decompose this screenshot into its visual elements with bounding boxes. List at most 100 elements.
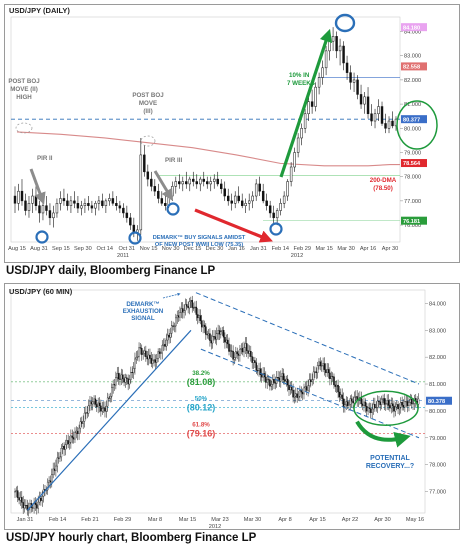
candle-body <box>382 398 384 400</box>
x-tick-label: Dec 30 <box>206 246 224 252</box>
candle-body <box>36 504 38 509</box>
year-label: 2012 <box>209 524 221 529</box>
y-tick-label: 84.000 <box>429 301 446 307</box>
candle-body <box>113 384 116 386</box>
candle-body <box>244 203 247 206</box>
annotation-demark-exhaustion: SIGNAL <box>131 315 155 322</box>
y-tick-label: 80.000 <box>404 126 421 132</box>
candle-body <box>206 334 208 336</box>
candle-body <box>304 386 307 389</box>
candle-body <box>281 373 283 377</box>
annotation-rally: 7 WEEKS <box>287 80 315 87</box>
level-tag <box>401 216 427 225</box>
candle-body <box>265 200 268 206</box>
candle-body <box>290 386 293 391</box>
candle-body <box>312 371 315 380</box>
candle-body <box>267 379 270 381</box>
candle-body <box>147 354 150 360</box>
candle-body <box>226 195 230 202</box>
year-label: 2012 <box>291 253 303 259</box>
candle-body <box>412 403 414 405</box>
candle-body <box>338 391 341 398</box>
candle-body <box>96 404 98 408</box>
candle-body <box>384 123 387 129</box>
candle-body <box>60 448 63 458</box>
candle-body <box>57 457 60 459</box>
candle-body <box>146 356 149 360</box>
candle-body <box>121 374 124 380</box>
candle-body <box>299 390 301 397</box>
demark-signal-circle <box>166 202 180 216</box>
x-tick-label: Jan 16 <box>228 246 245 252</box>
candle-body <box>324 50 328 69</box>
candle-body <box>387 400 390 406</box>
x-tick-label: Jan 31 <box>17 517 34 523</box>
y-tick-label: 84.000 <box>404 30 421 36</box>
candle-body <box>181 181 185 185</box>
annotation-pir-iii: PIR III <box>165 157 182 164</box>
candle-body <box>80 205 83 209</box>
candle-body <box>162 344 165 346</box>
pir-ii-arrow <box>29 168 46 205</box>
candle-body <box>67 440 69 445</box>
candle-body <box>143 154 146 173</box>
candle-body <box>177 315 180 318</box>
candle-body <box>93 398 95 402</box>
candle-body <box>327 369 330 374</box>
plot-area <box>10 289 426 514</box>
fib-value-label: (80.12) <box>187 403 216 413</box>
candle-body <box>272 212 275 219</box>
candle-body <box>216 178 219 185</box>
candle-body <box>82 420 84 424</box>
candle-body <box>254 360 256 363</box>
candle-body <box>220 183 223 190</box>
annotation-demark-exhaustion: DEMARK™ <box>126 301 159 308</box>
candle-body <box>38 205 41 214</box>
candle-body <box>145 350 147 357</box>
candle-body <box>364 401 367 407</box>
x-tick-label: Apr 15 <box>309 517 325 523</box>
hourly-chart-panel: USD/JPY (60 MIN) 84.000 83.000 82.000 81.000… <box>4 283 460 530</box>
candle-body <box>405 401 408 403</box>
candle-body <box>223 188 226 197</box>
candle-body <box>205 326 207 335</box>
candle-body <box>135 357 138 360</box>
candle-body <box>62 198 66 202</box>
candle-body <box>37 501 39 509</box>
demark-signal-circle <box>128 231 142 245</box>
candle-body <box>72 437 75 440</box>
channel-lower-line <box>200 348 420 439</box>
candle-body <box>379 401 382 405</box>
candle-body <box>20 190 24 202</box>
candle-body <box>160 198 164 204</box>
dma-value-label: (78.50) <box>373 185 393 192</box>
current-zone-ellipse <box>396 100 438 150</box>
candle-body <box>282 373 285 381</box>
candle-body <box>86 412 89 414</box>
candle-body <box>79 421 82 429</box>
candle-body <box>320 365 323 367</box>
candle-body <box>222 330 225 338</box>
candle-body <box>187 306 189 309</box>
candle-body <box>190 300 192 302</box>
rally-arrow <box>279 28 333 178</box>
candle-body <box>199 315 202 321</box>
candle-body <box>349 72 352 83</box>
level-tag-label: 78.564 <box>403 161 421 167</box>
candle-body <box>247 200 251 204</box>
level-tag-label: 82.558 <box>403 65 420 71</box>
candle-body <box>174 181 178 187</box>
candle-body <box>307 101 310 115</box>
candle-body <box>69 200 73 206</box>
candle-body <box>317 77 321 88</box>
top-circle <box>334 13 356 33</box>
x-tick-label: Oct 14 <box>97 246 113 252</box>
candle-body <box>344 404 346 407</box>
candle-body <box>115 377 117 386</box>
candle-body <box>284 379 286 382</box>
x-tick-label: Sep 15 <box>52 246 70 252</box>
candle-body <box>194 306 196 308</box>
fib-label: 61.8% <box>192 421 210 428</box>
candle-body <box>323 363 326 370</box>
level-tag <box>401 159 427 168</box>
